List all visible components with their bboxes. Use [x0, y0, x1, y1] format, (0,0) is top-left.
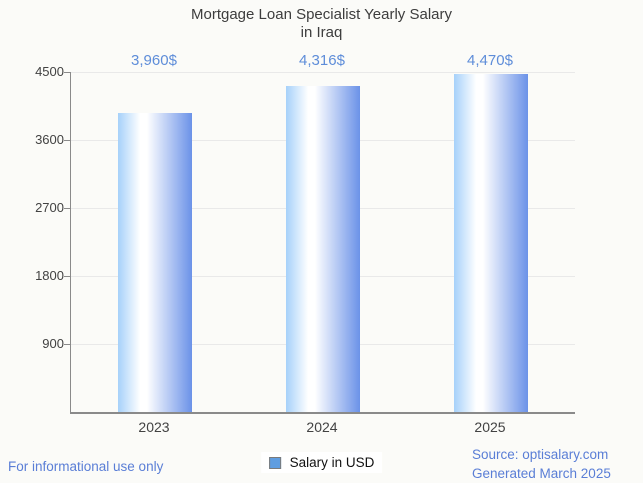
- bar-2025: [454, 74, 528, 412]
- y-tick-label-3600: 3600: [35, 132, 64, 147]
- y-tick-label-2700: 2700: [35, 200, 64, 215]
- chart-title-line1: Mortgage Loan Specialist Yearly Salary: [191, 6, 452, 23]
- y-tick-900: [63, 343, 70, 345]
- y-tick-3600: [63, 139, 70, 141]
- source-link[interactable]: Source: optisalary.com: [472, 447, 609, 462]
- x-tick-label-2025: 2025: [474, 419, 506, 435]
- gridline-4500: [71, 71, 575, 73]
- bar-2023: [118, 112, 192, 412]
- x-tick-label-2023: 2023: [138, 419, 170, 435]
- disclaimer-text: For informational use only: [8, 459, 164, 474]
- chart-title: Mortgage Loan Specialist Yearly Salary i…: [0, 6, 643, 42]
- plot-area: 900 1800 2700 3600 4500: [35, 65, 575, 414]
- y-tick-4500: [63, 71, 70, 73]
- value-label-2023: 3,960$: [131, 52, 177, 69]
- chart-title-line2: in Iraq: [300, 24, 343, 41]
- y-tick-1800: [63, 275, 70, 277]
- x-tick-label-2024: 2024: [306, 419, 338, 435]
- legend-marker-icon: [268, 456, 281, 469]
- value-label-2025: 4,470$: [467, 52, 513, 69]
- legend[interactable]: Salary in USD: [260, 452, 383, 473]
- y-tick-label-1800: 1800: [35, 268, 64, 283]
- source-info: Source: optisalary.com Generated March 2…: [472, 445, 612, 483]
- y-tick-label-900: 900: [42, 336, 64, 351]
- y-tick-2700: [63, 207, 70, 209]
- generated-text: Generated March 2025: [472, 466, 611, 481]
- value-label-2024: 4,316$: [299, 52, 345, 69]
- bar-2024: [286, 85, 360, 412]
- y-tick-label-4500: 4500: [35, 64, 64, 79]
- legend-label: Salary in USD: [289, 455, 375, 470]
